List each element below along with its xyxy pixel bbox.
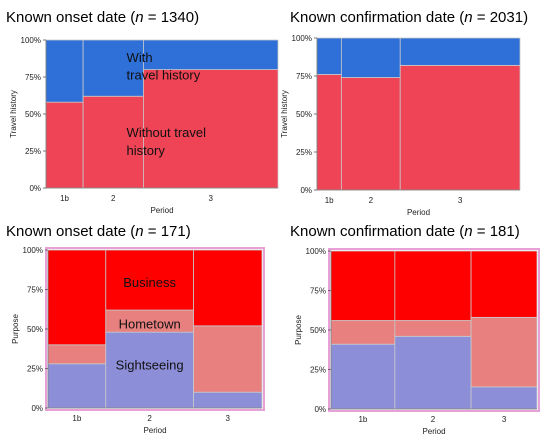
chart-title-prefix: Known confirmation date ( (290, 9, 464, 26)
bar-segment-hometown-3 (193, 325, 263, 393)
y-axis-label: Travel history (9, 90, 18, 138)
chart-panel-1: Known onset date (n = 1340) 1b 2 3 0% 25% 50% 7… (6, 9, 279, 215)
bar-segment-without-travel-history-1b (316, 74, 342, 191)
x-tick-label: 1b (72, 414, 81, 423)
annotation-label: travel history (127, 68, 201, 83)
y-tick-label: 100% (21, 36, 41, 45)
y-tick-label: 100% (292, 34, 312, 43)
bar-segment-hometown-1b (47, 344, 107, 365)
x-tick-label: 2 (147, 414, 152, 423)
annotation-label: Without travel (127, 125, 207, 140)
y-tick-label: 50% (310, 326, 326, 335)
x-axis-label: Period (422, 427, 445, 436)
bar-segment-without-travel-history-2 (82, 95, 144, 189)
chart-title-suffix: = 181) (473, 223, 520, 240)
chart-title-prefix: Known onset date ( (6, 9, 135, 26)
bar-segment-with-travel-history-3 (399, 37, 521, 66)
y-axis-label: Purpose (11, 314, 20, 344)
bar-segment-without-travel-history-1b (45, 101, 84, 189)
bar-segment-without-travel-history-3 (399, 64, 521, 191)
bar-segment-with-travel-history-2 (82, 39, 144, 97)
x-tick-label: 2 (369, 196, 374, 205)
bar-segment-sightseeing-2 (394, 335, 472, 410)
chart-title-prefix: Known onset date ( (6, 223, 135, 240)
chart-title-suffix: = 2031) (473, 9, 528, 26)
y-tick-label: 25% (296, 148, 312, 157)
y-axis-label: Travel history (280, 90, 289, 138)
bar-segment-business-3 (193, 249, 263, 327)
y-tick-label: 75% (27, 286, 43, 295)
chart-title: Known onset date (n = 1340) (6, 9, 199, 26)
y-tick-label: 75% (25, 73, 41, 82)
bar-segment-with-travel-history-1b (316, 37, 342, 75)
chart-panel-3: Known onset date (n = 171) 1b 2 3 0% 25% 50% 75… (6, 223, 265, 435)
x-axis-label: Period (407, 208, 430, 217)
bar-segment-sightseeing-3 (193, 391, 263, 409)
chart-title: Known onset date (n = 171) (6, 223, 191, 240)
bar-segment-sightseeing-2 (105, 331, 194, 409)
x-axis-label: Period (150, 206, 173, 215)
chart-title-n: n (464, 223, 472, 240)
chart-title: Known confirmation date (n = 181) (290, 223, 520, 240)
chart-title-n: n (135, 9, 143, 26)
bar-segment-sightseeing-1b (330, 343, 396, 410)
chart-title-n: n (135, 223, 143, 240)
y-axis-label: Purpose (294, 315, 303, 345)
annotation-label: With (127, 50, 153, 65)
bar-segment-hometown-2 (394, 320, 472, 337)
bar-segment-business-3 (470, 250, 538, 318)
y-tick-label: 50% (25, 110, 41, 119)
chart-title-prefix: Known confirmation date ( (290, 223, 464, 240)
chart-panel-2: Known confirmation date (n = 2031) 1b 2 3 0%… (280, 9, 528, 217)
y-tick-label: 0% (31, 404, 43, 413)
y-tick-label: 100% (306, 247, 326, 256)
bar-segment-business-2 (105, 249, 194, 311)
x-tick-label: 3 (226, 414, 231, 423)
x-tick-label: 1b (358, 415, 367, 424)
y-tick-label: 75% (310, 287, 326, 296)
x-tick-label: 2 (431, 415, 436, 424)
bar-segment-business-1b (47, 249, 107, 346)
bar-segment-with-travel-history-3 (143, 39, 279, 71)
y-tick-label: 100% (23, 246, 43, 255)
annotation-label: Business (123, 275, 176, 290)
bar-segment-without-travel-history-2 (340, 77, 401, 191)
y-tick-label: 0% (300, 186, 312, 195)
bar-segment-with-travel-history-2 (340, 37, 401, 78)
x-axis-label: Period (143, 426, 166, 435)
bar-segment-business-1b (330, 250, 396, 321)
chart-title: Known confirmation date (n = 2031) (290, 9, 528, 26)
bar-segment-sightseeing-1b (47, 363, 107, 409)
x-tick-label: 3 (502, 415, 507, 424)
y-tick-label: 25% (27, 365, 43, 374)
chart-title-suffix: = 171) (144, 223, 191, 240)
annotation-label: Sightseeing (116, 357, 184, 372)
y-tick-label: 25% (25, 147, 41, 156)
y-tick-label: 25% (310, 366, 326, 375)
x-tick-label: 3 (458, 196, 463, 205)
y-tick-label: 50% (27, 325, 43, 334)
bar-segment-business-2 (394, 250, 472, 321)
x-tick-label: 2 (111, 194, 116, 203)
bar-segment-sightseeing-3 (470, 386, 538, 410)
y-tick-label: 0% (314, 405, 326, 414)
x-tick-label: 1b (325, 196, 334, 205)
bar-segment-hometown-3 (470, 316, 538, 388)
y-tick-label: 50% (296, 110, 312, 119)
x-tick-label: 3 (208, 194, 213, 203)
y-tick-label: 0% (29, 184, 41, 193)
chart-title-n: n (464, 9, 472, 26)
annotation-label: history (127, 143, 166, 158)
bar-segment-hometown-1b (330, 320, 396, 345)
chart-panel-4: Known confirmation date (n = 181) 1b 2 3 0% 2… (290, 223, 540, 436)
chart-title-suffix: = 1340) (144, 9, 199, 26)
bar-segment-with-travel-history-1b (45, 39, 84, 103)
x-tick-label: 1b (60, 194, 69, 203)
annotation-label: Hometown (119, 316, 181, 331)
y-tick-label: 75% (296, 72, 312, 81)
